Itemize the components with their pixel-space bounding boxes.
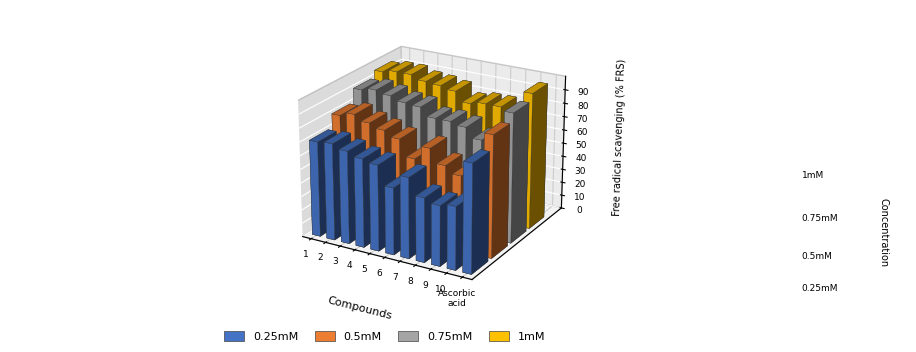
- X-axis label: Compounds: Compounds: [326, 296, 393, 322]
- Text: 0.75mM: 0.75mM: [802, 214, 838, 223]
- Text: 0.5mM: 0.5mM: [802, 252, 833, 262]
- Text: 0.25mM: 0.25mM: [802, 284, 838, 293]
- Text: 1mM: 1mM: [802, 171, 823, 181]
- Text: Concentration: Concentration: [879, 198, 889, 267]
- Legend: 0.25mM, 0.5mM, 0.75mM, 1mM: 0.25mM, 0.5mM, 0.75mM, 1mM: [220, 327, 550, 346]
